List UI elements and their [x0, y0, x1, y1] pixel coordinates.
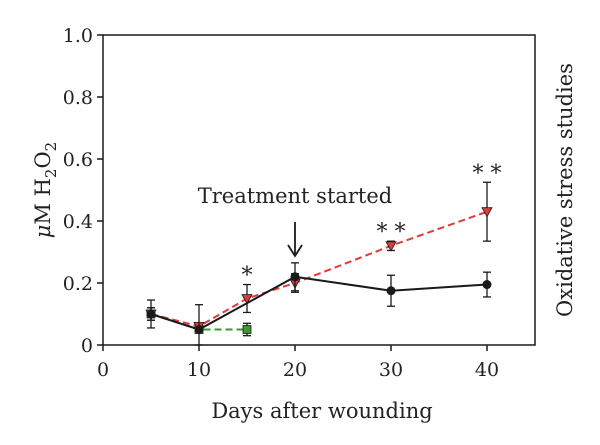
treatment-arrowhead [287, 244, 303, 258]
y-tick-label: 0.8 [63, 87, 93, 109]
series-line-red [150, 210, 488, 328]
data-point [481, 207, 493, 218]
y-axis-title: μM H2O2 [31, 142, 60, 238]
series-line-black [150, 275, 488, 331]
plot-border [102, 34, 536, 346]
y-tick-label: 0.2 [63, 273, 93, 295]
series-black [146, 262, 492, 346]
data-point [290, 272, 300, 282]
x-tick-label: 0 [97, 359, 109, 381]
data-point [386, 286, 396, 296]
data-point [194, 325, 204, 334]
x-tick-label: 10 [187, 359, 211, 381]
series-layer [145, 181, 493, 346]
x-tick-label: 40 [475, 359, 499, 381]
significance-stars: * [242, 264, 253, 289]
data-point [482, 280, 492, 290]
data-point [146, 309, 156, 319]
x-tick-label: 30 [379, 359, 403, 381]
y-tick-label: 0.4 [63, 211, 93, 233]
axis-ticks: 0 10 20 30 40 0 0.2 0.4 0.6 0.8 1.0 [63, 25, 499, 381]
y-tick-label: 0 [81, 335, 93, 357]
treatment-started-label: Treatment started [198, 184, 393, 208]
y-tick-label: 1.0 [63, 25, 93, 47]
y-tick-label: 0.6 [63, 149, 93, 171]
x-axis-title: Days after wounding [211, 399, 432, 423]
significance-stars: * * [473, 161, 502, 186]
significance-stars: * * [377, 220, 406, 245]
data-point [241, 294, 253, 305]
x-tick-label: 20 [283, 359, 307, 381]
plot-frame [102, 34, 536, 346]
data-point [385, 241, 397, 252]
right-axis-label: Oxidative stress studies [553, 63, 577, 317]
annotations: Treatment started * * * * * [198, 161, 502, 288]
data-point [242, 325, 252, 334]
